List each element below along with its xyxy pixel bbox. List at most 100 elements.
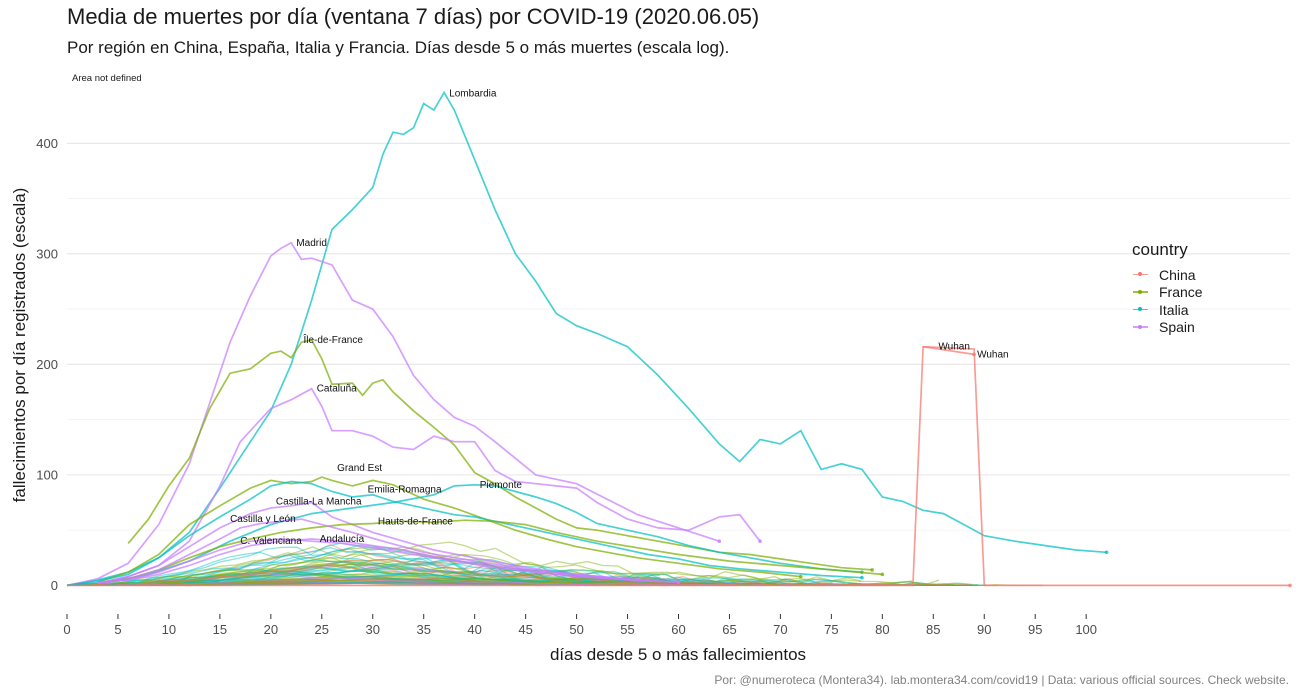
legend-items: China France Italia Spain [1132,266,1203,336]
series-label: Wuhan [977,349,1009,360]
legend-swatch [1132,304,1149,316]
background-region-line [140,561,661,587]
legend-swatch [1132,286,1149,298]
series-label: Madrid [296,238,327,249]
background-region-line [91,551,673,587]
background-region-line [69,544,743,587]
background-region-line [85,563,575,587]
x-tick-label: 75 [824,622,838,637]
series-line-castilla-y-le-n [97,518,628,585]
legend-item-china: China [1132,266,1203,284]
background-region-line [119,546,579,587]
series-label: Castilla-La Mancha [276,496,362,507]
background-region-line [67,546,787,587]
background-region-line [132,554,913,587]
x-tick-label: 55 [620,622,634,637]
series-line-emilia-romagna [66,480,863,587]
chart-title: Media de muertes por día (ventana 7 días… [67,4,760,29]
series-line-castilla-la-mancha [97,501,638,585]
series-label: Hauts-de-France [378,516,453,527]
background-region-line [73,567,655,587]
chart-caption: Por: @numeroteca (Montera34). lab.monter… [714,673,1289,687]
series-labels: Lombardia Madrid Île-de-France Cataluña Gran… [230,89,1009,548]
legend-label: Spain [1159,319,1195,336]
x-tick-label: 40 [467,622,481,637]
series-label: Grand Est [337,463,382,474]
series-end-point [717,539,722,544]
background-region-line [90,573,733,587]
x-tick-label: 5 [114,622,121,637]
background-region-line [79,570,936,587]
series-label: Cataluña [317,384,357,395]
legend: country China France Italia Spain [1132,240,1203,336]
series-end-point [676,580,681,584]
background-region-line [68,580,604,587]
x-tick-label: 20 [264,622,278,637]
legend-swatch [1132,269,1149,281]
series-label: C. Valenciana [240,536,302,547]
series-end-point [799,574,803,579]
y-axis-label: fallecimientos por día registrados (esca… [10,187,29,503]
series-label: Wuhan [938,342,970,353]
series-label: Lombardia [449,89,497,100]
x-tick-label: 30 [366,622,380,637]
series-line-grand-est [97,476,801,583]
legend-label: France [1159,284,1203,301]
axes: 0 5 10 15 20 25 30 35 40 45 50 55 60 65 70 75 80 85 90 95 10… [36,136,1097,637]
series-label: Île-de-France [302,333,363,346]
x-tick-label: 95 [1028,622,1042,637]
series-end-point [860,575,864,580]
background-region-line [102,559,715,587]
x-tick-label: 50 [569,622,583,637]
background-region-line [72,578,761,587]
background-region-line [144,574,894,587]
series-end-point [1104,550,1109,555]
background-region-line [94,578,615,587]
legend-item-italia: Italia [1132,301,1203,319]
series-line-wuhan [67,345,1290,587]
background-region-line [129,577,726,587]
x-tick-label: 90 [977,622,991,637]
series-label: Andalucía [320,534,365,545]
legend-label: Italia [1159,301,1189,318]
chart-note: Area not defined [72,73,142,84]
background-region-line [67,564,970,586]
background-region-line [144,560,833,587]
y-tick-label: 200 [36,357,58,372]
legend-label: China [1159,266,1196,283]
x-tick-label: 65 [722,622,736,637]
x-tick-label: 10 [162,622,176,637]
legend-item-spain: Spain [1132,319,1203,337]
series-line-wuhan [922,345,975,356]
x-tick-label: 70 [773,622,787,637]
y-tick-label: 100 [36,467,58,482]
x-tick-label: 80 [875,622,889,637]
x-tick-label: 45 [518,622,532,637]
background-region-line [147,570,760,587]
background-region-line [120,575,871,587]
series-label: Castilla y León [230,514,296,525]
background-region-line [110,569,630,586]
background-region-line [107,559,858,587]
series-line-piemonte [66,483,863,587]
series-line-lombardia [66,90,1107,587]
series-label: Piemonte [480,480,523,491]
x-tick-label: 25 [315,622,329,637]
series-line-andaluc-a [97,538,679,585]
series-end-point [972,352,976,357]
legend-item-france: France [1132,284,1203,302]
background-region-line [105,578,657,587]
y-tick-label: 300 [36,246,58,261]
y-tick-label: 400 [36,136,58,151]
background-region-line [137,562,857,587]
background-region-line [86,563,821,587]
series-end-point [1288,583,1292,588]
y-tick-label: 0 [51,578,58,593]
chart-subtitle: Por región en China, España, Italia y Fr… [67,38,730,57]
background-region-line [109,558,661,587]
background-region-line [76,569,628,586]
x-tick-label: 0 [63,622,70,637]
series-end-point [870,568,874,572]
legend-title: country [1132,240,1188,259]
